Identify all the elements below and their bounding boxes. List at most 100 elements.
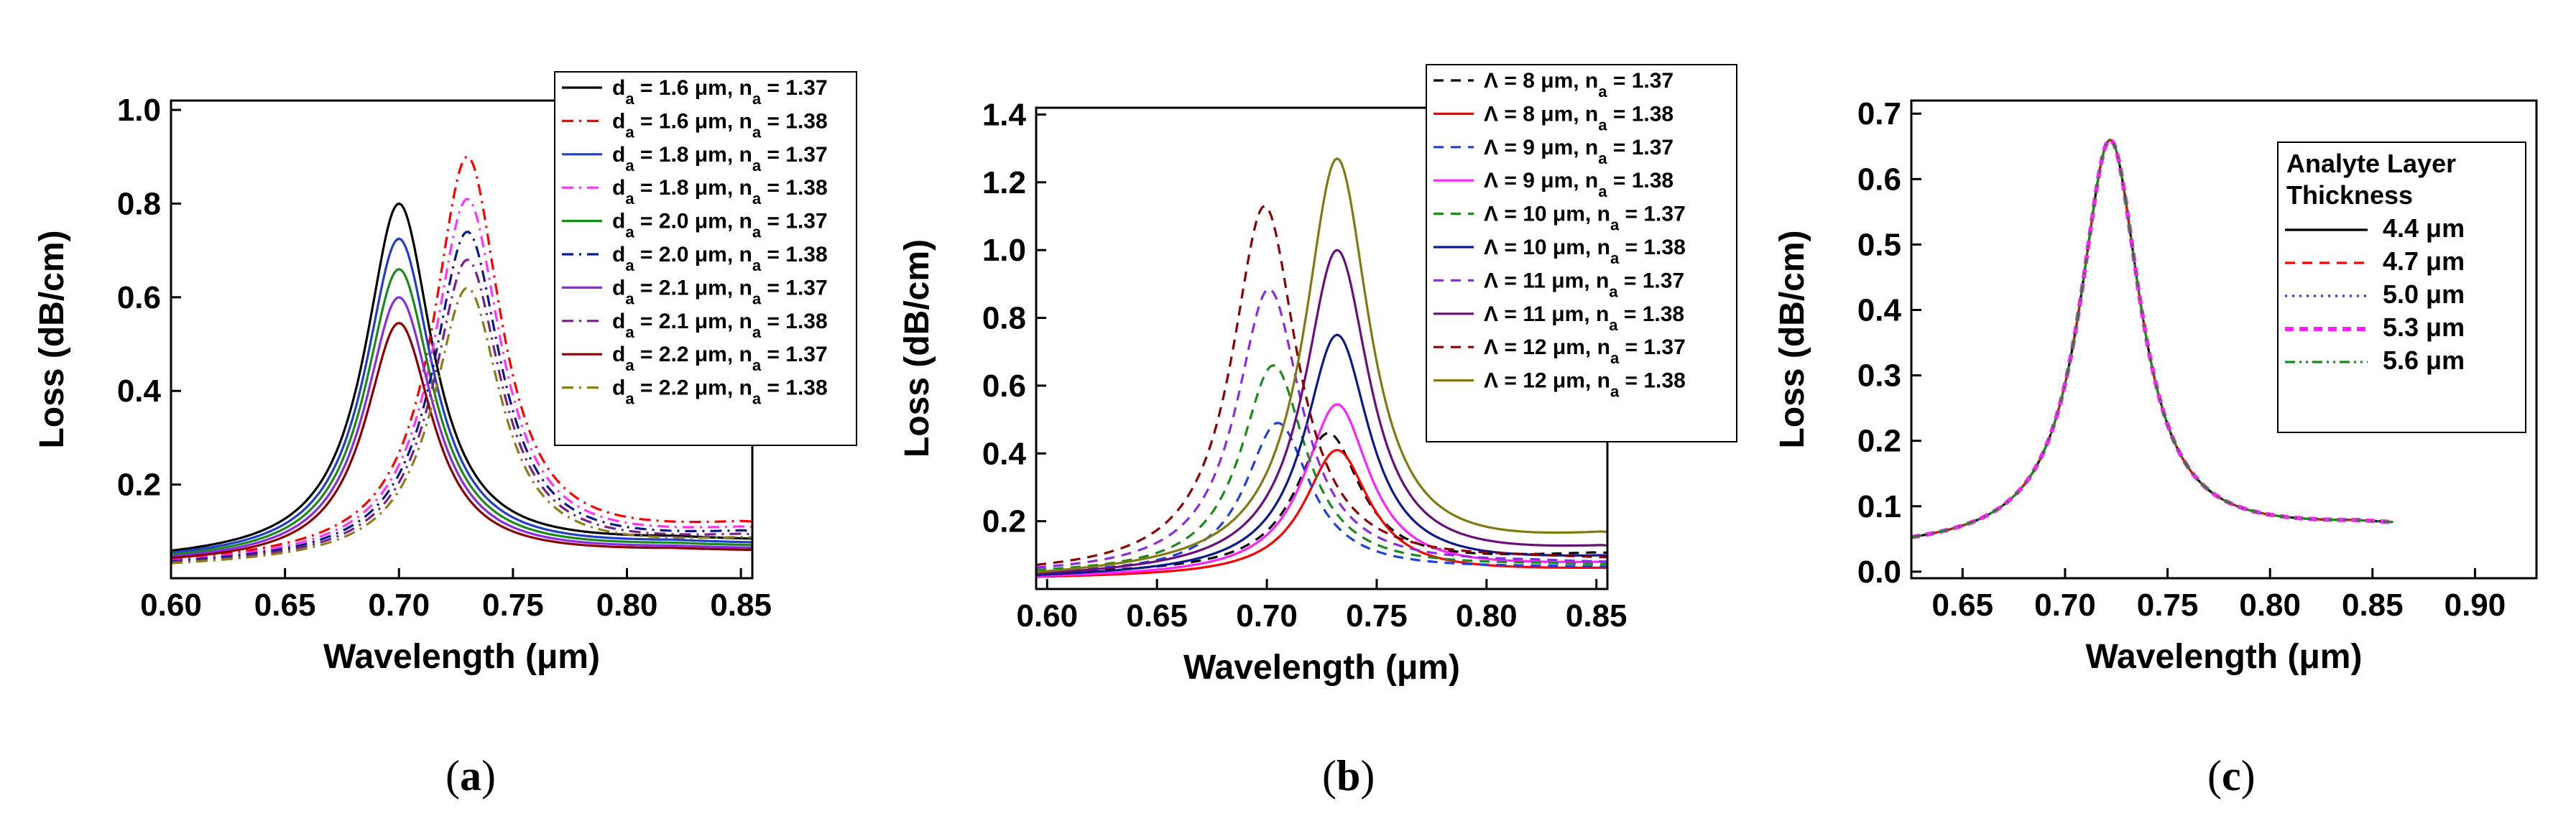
series-line bbox=[171, 296, 752, 557]
legend-label: da = 1.6 μm, na = 1.37 bbox=[612, 76, 828, 108]
x-tick-label: 0.80 bbox=[1456, 598, 1518, 634]
x-tick-label: 0.70 bbox=[2034, 588, 2096, 623]
series-line bbox=[1036, 204, 1607, 566]
chart-panel-a: 0.60 0.65 0.70 0.75 0.80 0.85 0.2 0.4 0.6 0.8 1.0 W… bbox=[33, 71, 857, 799]
x-axis-title: Wavelength (μm) bbox=[323, 638, 600, 676]
legend-label: da = 2.1 μm, na = 1.38 bbox=[612, 310, 828, 341]
series-group bbox=[1911, 137, 2393, 539]
legend-label: da = 1.8 μm, na = 1.38 bbox=[612, 176, 828, 208]
legend-label: 5.6 μm bbox=[2383, 345, 2465, 375]
x-tick-label: 0.85 bbox=[710, 588, 772, 623]
x-tick-label: 0.80 bbox=[2239, 588, 2301, 623]
legend-label: Λ = 10 μm, na = 1.37 bbox=[1484, 203, 1686, 234]
y-tick-label: 1.2 bbox=[982, 165, 1026, 200]
y-tick-label: 0.4 bbox=[982, 436, 1027, 471]
y-axis-title: Loss (dB/cm) bbox=[898, 239, 936, 458]
x-tick-label: 0.60 bbox=[1016, 598, 1078, 634]
y-tick-label: 0.6 bbox=[117, 280, 161, 315]
legend-title: Analyte Layer bbox=[2286, 149, 2456, 178]
y-tick-label: 0.1 bbox=[1857, 489, 1901, 524]
series-group bbox=[171, 155, 752, 565]
y-tick-label: 0.2 bbox=[1857, 424, 1901, 459]
x-tick-label: 0.70 bbox=[368, 588, 430, 623]
series-line bbox=[1036, 333, 1607, 576]
legend-label: Λ = 9 μm, na = 1.37 bbox=[1484, 136, 1674, 167]
series-line bbox=[171, 155, 752, 560]
series-line bbox=[171, 287, 752, 565]
legend-label: 5.0 μm bbox=[2383, 279, 2465, 309]
y-tick-label: 0.2 bbox=[982, 504, 1026, 539]
series-line bbox=[171, 322, 752, 560]
legend-label: 4.7 μm bbox=[2383, 246, 2465, 276]
chart-panel-c: 0.65 0.70 0.75 0.80 0.85 0.90 0.0 0.1 0.2 0.3 0.4 0… bbox=[1773, 96, 2538, 799]
legend-box bbox=[2277, 142, 2526, 433]
y-tick-label: 0.4 bbox=[1857, 293, 1902, 328]
series-line bbox=[171, 259, 752, 564]
x-axis-title: Wavelength (μm) bbox=[2086, 638, 2363, 676]
y-tick-label: 0.0 bbox=[1857, 555, 1901, 590]
legend-label: Λ = 11 μm, na = 1.37 bbox=[1484, 269, 1684, 300]
series-line bbox=[1036, 448, 1607, 578]
y-tick-label: 1.0 bbox=[117, 93, 161, 128]
legend-label: Λ = 11 μm, na = 1.38 bbox=[1484, 302, 1684, 334]
y-tick-label: 0.8 bbox=[982, 301, 1026, 336]
series-line bbox=[171, 237, 752, 554]
x-tick-label: 0.85 bbox=[2342, 588, 2404, 623]
legend-label: da = 2.0 μm, na = 1.37 bbox=[612, 210, 828, 241]
legend-box bbox=[1426, 64, 1737, 442]
legend-label: Λ = 8 μm, na = 1.38 bbox=[1484, 102, 1674, 134]
x-axis-title: Wavelength (μm) bbox=[1183, 649, 1460, 687]
y-axis-title: Loss (dB/cm) bbox=[1773, 230, 1811, 448]
series-line bbox=[171, 202, 752, 552]
y-tick-label: 0.2 bbox=[117, 468, 161, 503]
legend-label: da = 1.8 μm, na = 1.37 bbox=[612, 143, 828, 175]
plot-frame bbox=[1910, 99, 2538, 580]
y-tick-label: 0.4 bbox=[117, 374, 162, 409]
series-line bbox=[1036, 403, 1607, 578]
y-tick-label: 0.3 bbox=[1857, 358, 1901, 394]
series-line bbox=[1036, 249, 1607, 575]
x-tick-label: 0.70 bbox=[1236, 598, 1298, 634]
x-tick-label: 0.65 bbox=[254, 588, 316, 623]
legend-label: 4.4 μm bbox=[2383, 213, 2465, 243]
y-tick-label: 0.8 bbox=[117, 186, 161, 221]
panel-label: (a) bbox=[446, 752, 496, 799]
x-tick-label: 0.75 bbox=[1346, 598, 1408, 634]
legend-label: Λ = 9 μm, na = 1.38 bbox=[1484, 169, 1674, 200]
x-tick-label: 0.65 bbox=[1931, 588, 1993, 623]
legend-label: da = 2.1 μm, na = 1.37 bbox=[612, 276, 828, 307]
y-tick-label: 0.5 bbox=[1857, 227, 1901, 262]
legend-label: Λ = 12 μm, na = 1.37 bbox=[1484, 335, 1686, 367]
legend-label: Λ = 8 μm, na = 1.37 bbox=[1484, 69, 1674, 101]
series-line bbox=[171, 267, 752, 556]
legend-box bbox=[554, 71, 857, 446]
series-group bbox=[1036, 157, 1607, 578]
legend-label: da = 1.6 μm, na = 1.38 bbox=[612, 109, 828, 141]
y-tick-label: 0.6 bbox=[982, 368, 1026, 404]
x-tick-label: 0.60 bbox=[140, 588, 202, 623]
x-tick-label: 0.75 bbox=[2137, 588, 2199, 623]
x-tick-label: 0.80 bbox=[596, 588, 658, 623]
series-line bbox=[1911, 139, 2393, 539]
y-tick-label: 0.6 bbox=[1857, 162, 1901, 197]
panel-label: (c) bbox=[2207, 752, 2256, 799]
legend-label: da = 2.0 μm, na = 1.38 bbox=[612, 243, 828, 274]
x-tick-label: 0.65 bbox=[1126, 598, 1188, 634]
series-line bbox=[1036, 363, 1607, 571]
chart-panel-b: 0.60 0.65 0.70 0.75 0.80 0.85 0.2 0.4 0.6 0.8 1.0 1… bbox=[898, 64, 1737, 799]
y-tick-label: 1.0 bbox=[982, 233, 1026, 268]
x-tick-label: 0.85 bbox=[1566, 598, 1628, 634]
legend-label: da = 2.2 μm, na = 1.38 bbox=[612, 376, 828, 408]
x-tick-label: 0.75 bbox=[482, 588, 544, 623]
legend-label: Λ = 12 μm, na = 1.38 bbox=[1484, 369, 1686, 401]
panel-label: (b) bbox=[1322, 752, 1375, 799]
legend-title: Thickness bbox=[2286, 180, 2413, 210]
legend: Λ = 8 μm, na = 1.37Λ = 8 μm, na = 1.38Λ … bbox=[1426, 64, 1737, 442]
series-line bbox=[1036, 157, 1607, 573]
legend-label: 5.3 μm bbox=[2383, 312, 2465, 342]
x-tick-label: 0.90 bbox=[2445, 588, 2506, 623]
legend-label: Λ = 10 μm, na = 1.38 bbox=[1484, 236, 1686, 267]
